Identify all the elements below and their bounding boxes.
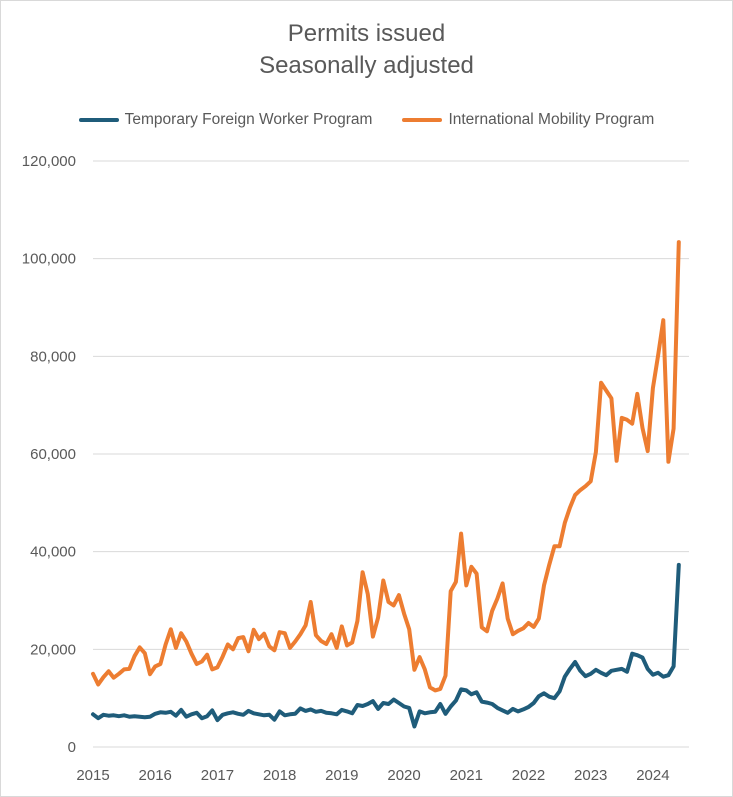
y-tick-label: 20,000 <box>30 641 76 658</box>
x-tick-label: 2019 <box>325 767 358 784</box>
y-tick-label: 120,000 <box>22 153 76 170</box>
y-tick-label: 100,000 <box>22 251 76 268</box>
series-line-imp <box>91 240 681 693</box>
x-tick-label: 2016 <box>139 767 172 784</box>
y-axis-ticks: 0 20,000 40,000 60,000 80,000 100,000 120,000 <box>22 153 76 756</box>
gridlines <box>93 160 689 748</box>
x-tick-label: 2021 <box>450 767 483 784</box>
chart-title-main: Permits issued <box>287 20 446 47</box>
legend-entry-imp[interactable]: International Mobility Program <box>402 111 654 129</box>
series-lines <box>91 240 681 729</box>
y-tick-label: 40,000 <box>30 544 76 561</box>
x-tick-label: 2015 <box>76 767 109 784</box>
x-tick-label: 2023 <box>574 767 607 784</box>
x-tick-label: 2022 <box>512 767 545 784</box>
x-tick-label: 2017 <box>201 767 234 784</box>
y-tick-label: 0 <box>68 739 76 756</box>
x-tick-label: 2018 <box>263 767 296 784</box>
x-tick-label: 2024 <box>636 767 669 784</box>
x-axis-ticks: 2015 2016 2017 2018 2019 2020 2021 2022 2023 2024 <box>76 767 669 784</box>
chart-subtitle: Seasonally adjusted <box>259 52 474 79</box>
x-tick-label: 2020 <box>387 767 420 784</box>
y-tick-label: 60,000 <box>30 446 76 463</box>
series-line-tfwp <box>91 562 681 729</box>
legend-swatch-imp <box>402 118 443 122</box>
legend-entry-tfwp[interactable]: Temporary Foreign Worker Program <box>78 111 373 129</box>
legend: Temporary Foreign Worker Program Interna… <box>0 106 733 134</box>
y-tick-label: 80,000 <box>30 348 76 365</box>
legend-label-imp: International Mobility Program <box>448 111 655 128</box>
chart-title: Permits issued Seasonally adjusted <box>0 18 733 82</box>
legend-swatch-tfwp <box>78 118 119 122</box>
legend-label-tfwp: Temporary Foreign Worker Program <box>124 111 373 128</box>
